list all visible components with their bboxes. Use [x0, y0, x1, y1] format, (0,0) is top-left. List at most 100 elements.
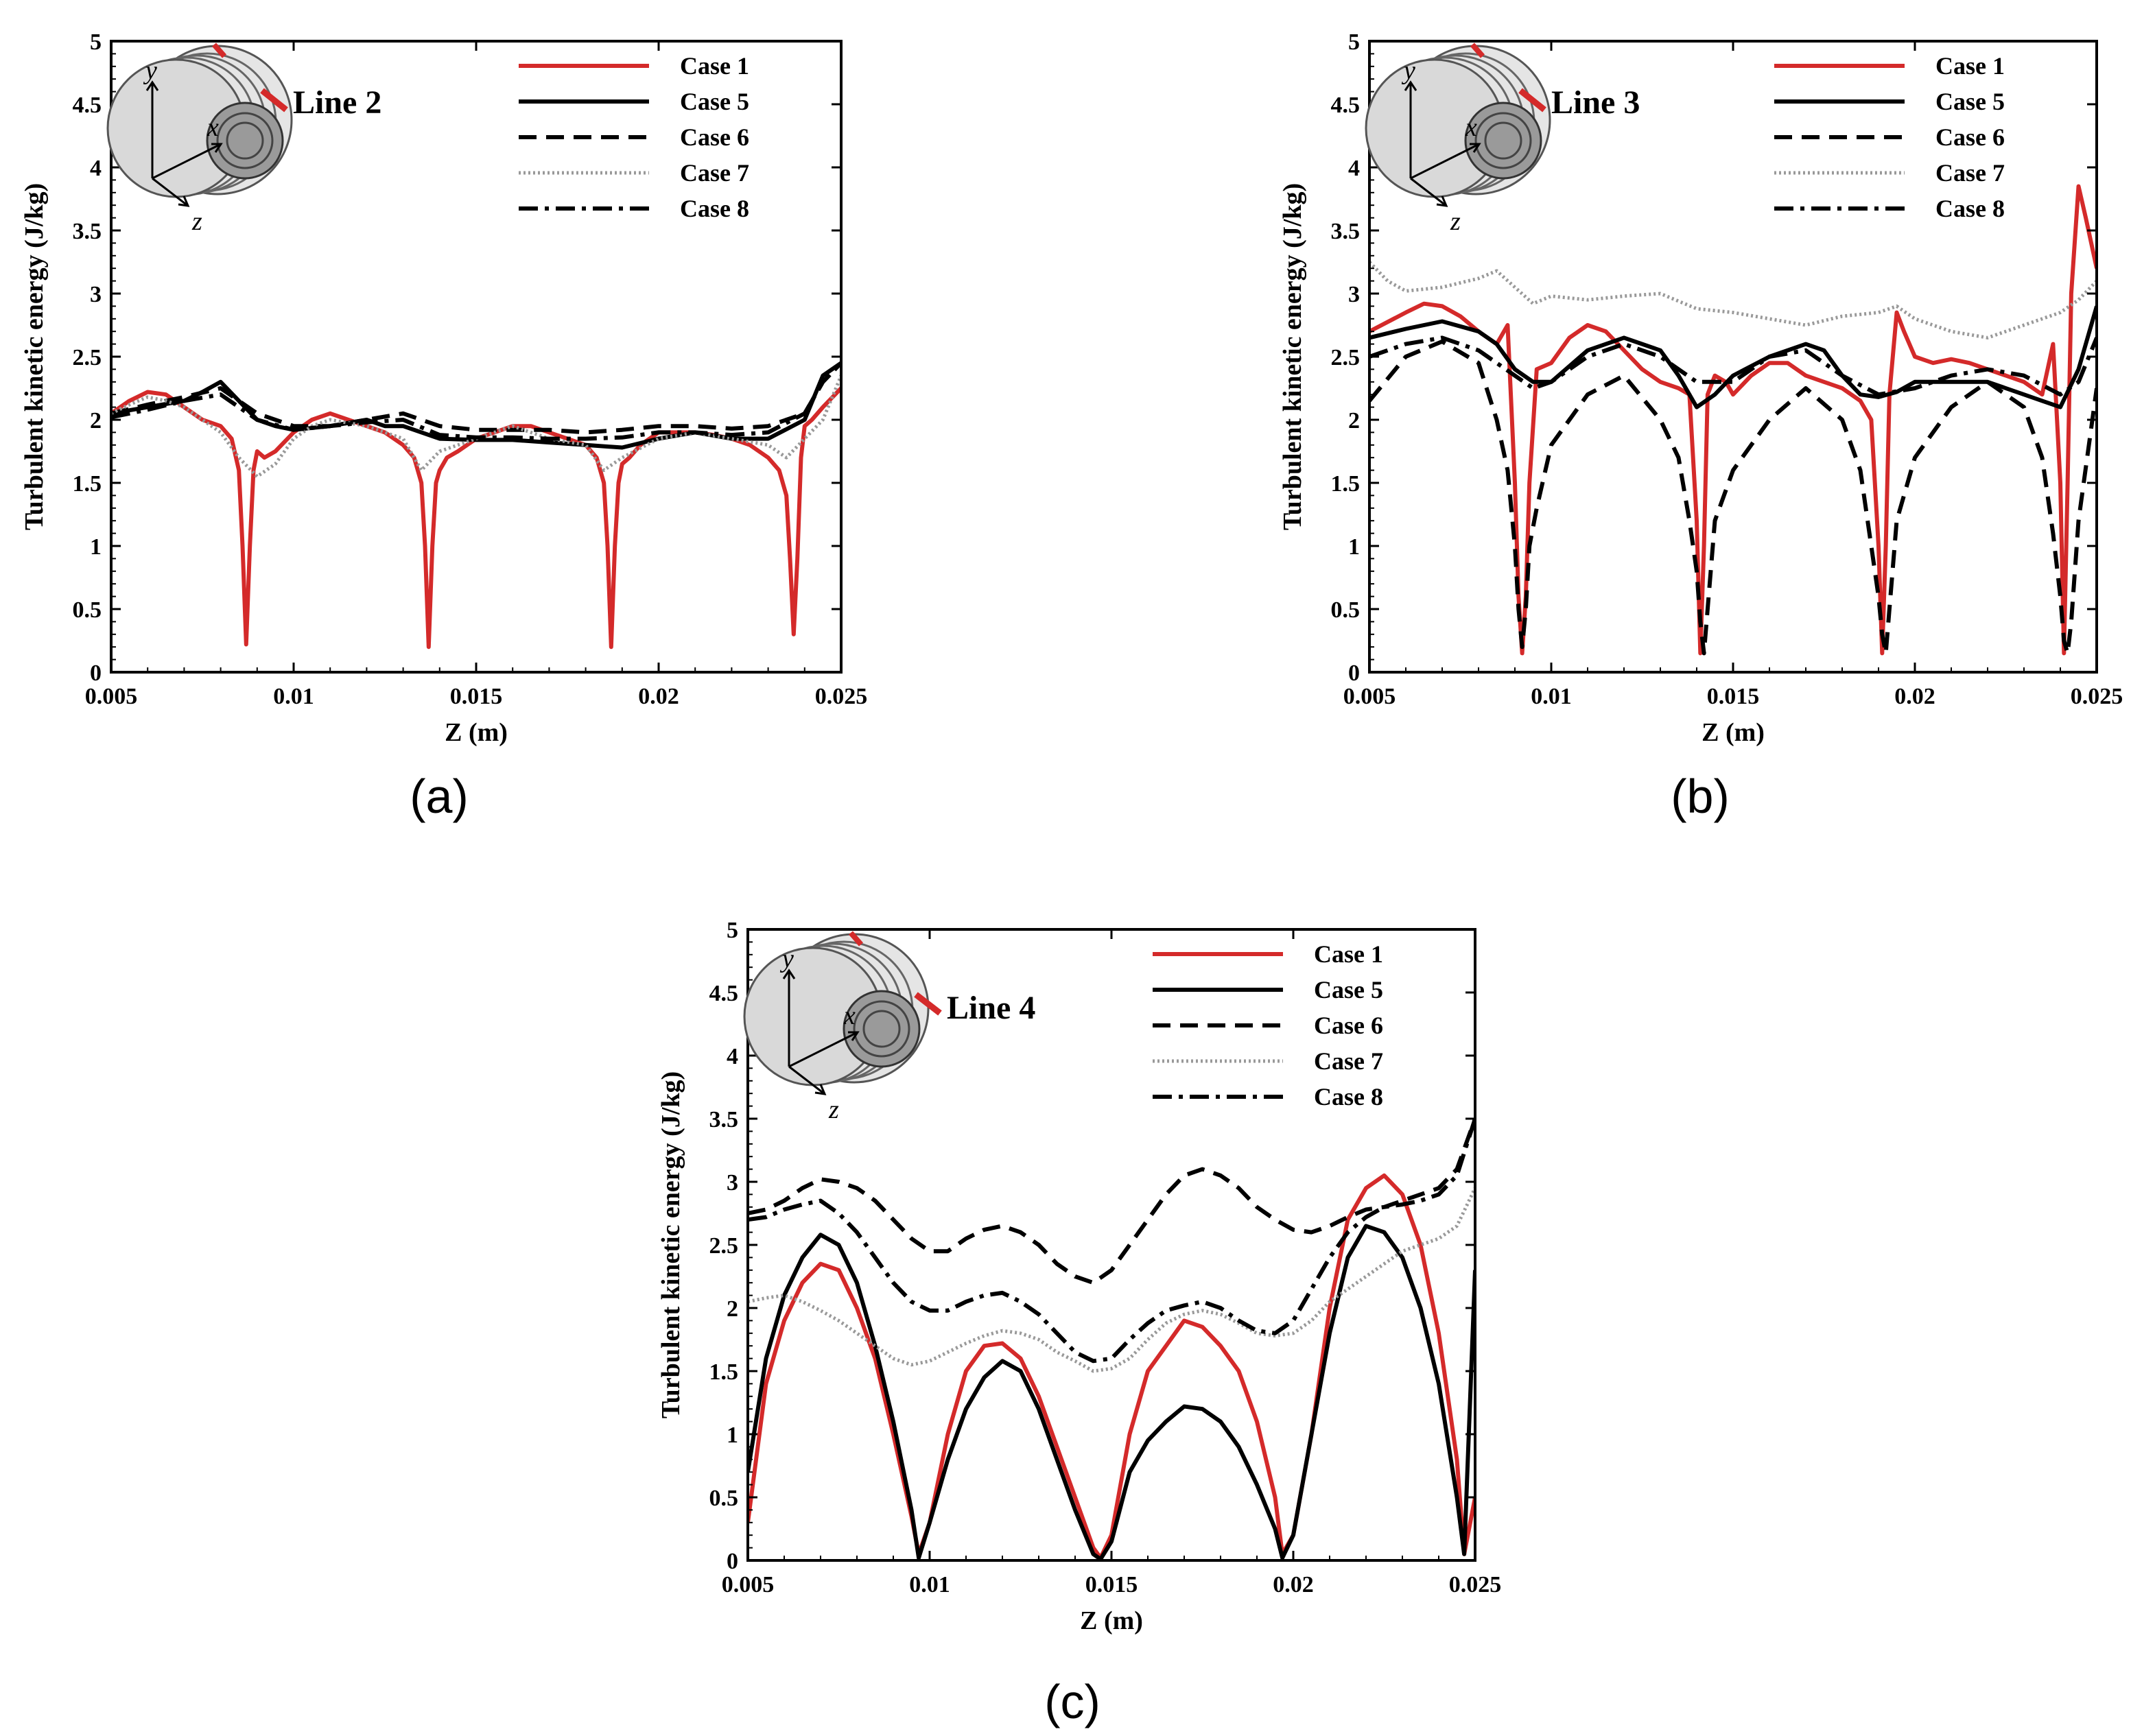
y-tick-label: 3: [90, 282, 102, 307]
series-line-case-7: [1369, 261, 2097, 340]
series-line-case-5: [111, 361, 841, 450]
y-tick-label: 3: [1348, 282, 1360, 307]
x-tick-label: 0.005: [1343, 684, 1396, 709]
chart-panel-b: 0 0.5 1 1.5 2 2.5 3 3.5 4 4.5 5 0.005 0.01 0.015 0.02 0…: [1278, 29, 2123, 747]
axis-letter-y: y: [1401, 56, 1415, 85]
y-tick-label: 2: [1348, 408, 1360, 433]
y-tick-label: 5: [727, 918, 738, 943]
chart-panel-a: 0 0.5 1 1.5 2 2.5 3 3.5 4 4.5 5 0.005 0.01 0.015 0.02 0…: [20, 29, 867, 747]
series-line-case-7: [748, 1187, 1475, 1373]
y-tick-label: 0.5: [73, 597, 102, 623]
legend: Case 1 Case 5 Case 6 Case 7 Case 8: [1153, 940, 1383, 1110]
y-tick-label: 4: [90, 156, 102, 181]
legend-label: Case 6: [1314, 1012, 1383, 1039]
panel-b: Line 3 y x z: [1365, 43, 1640, 236]
series-line-case-8: [111, 361, 841, 441]
y-tick-label: 3.5: [709, 1107, 739, 1132]
legend-label: Case 8: [1935, 195, 2005, 222]
y-tick-label: 4.5: [73, 93, 102, 118]
series-line-case-6: [748, 1117, 1475, 1285]
y-tick-label: 1.5: [709, 1359, 739, 1385]
y-axis-title: Turbulent kinetic energy (J/kg): [1278, 183, 1307, 530]
x-tick-label: 0.025: [1449, 1572, 1502, 1597]
probe-line-marker: [1518, 88, 1546, 112]
legend-label: Case 5: [680, 88, 749, 115]
y-tick-label: 2.5: [73, 345, 102, 370]
y-tick-label: 5: [1348, 29, 1360, 55]
legend-label: Case 5: [1935, 88, 2005, 115]
x-tick-label: 0.02: [1894, 684, 1935, 709]
y-tick-label: 0: [727, 1549, 738, 1574]
x-tick-label: 0.01: [909, 1572, 950, 1597]
y-tick-label: 2: [727, 1296, 738, 1322]
legend-label: Case 1: [680, 52, 749, 80]
x-tick-label: 0.02: [638, 684, 679, 709]
legend-label: Case 7: [1314, 1047, 1383, 1075]
y-axis-title: Turbulent kinetic energy (J/kg): [20, 183, 49, 530]
series-group: [111, 361, 841, 650]
inset-line-label: Line 3: [1551, 84, 1640, 121]
y-tick-label: 0.5: [1331, 597, 1361, 623]
x-tick-label: 0.01: [1531, 684, 1572, 709]
y-tick-label: 5: [90, 29, 102, 55]
y-tick-label: 2: [90, 408, 102, 433]
panel-caption: (a): [410, 770, 469, 823]
probe-line-marker: [260, 88, 288, 112]
y-tick-label: 1: [1348, 534, 1360, 560]
y-tick-label: 4: [1348, 156, 1360, 181]
series-group: [748, 1117, 1475, 1560]
inset-diagram: Line 4 y x z: [743, 931, 1035, 1124]
legend-label: Case 6: [680, 123, 749, 151]
helical-tube-icon: [743, 931, 930, 1086]
inset-diagram: Line 2 y x z: [106, 43, 381, 236]
chart-panel-c: 0 0.5 1 1.5 2 2.5 3 3.5 4 4.5 5 0.005 0.01 0.015 0.02 0…: [657, 918, 1501, 1635]
legend-label: Case 8: [1314, 1083, 1383, 1110]
series-group: [1369, 184, 2097, 656]
axis-letter-y: y: [779, 944, 794, 973]
y-tick-label: 0.5: [709, 1486, 739, 1511]
coordinate-axes-icon: [782, 968, 860, 1095]
coordinate-axes-icon: [1404, 80, 1481, 207]
x-tick-label: 0.025: [2071, 684, 2123, 709]
y-tick-label: 4.5: [1331, 93, 1361, 118]
legend-label: Case 7: [1935, 159, 2005, 187]
inset-line-label: Line 4: [947, 990, 1035, 1026]
y-tick-label: 1.5: [1331, 471, 1361, 497]
y-tick-label: 2.5: [709, 1233, 739, 1259]
y-tick-label: 1: [90, 534, 102, 560]
series-line-case-5: [748, 1224, 1475, 1560]
legend-label: Case 1: [1314, 940, 1383, 968]
y-tick-label: 3: [727, 1170, 738, 1196]
series-line-case-6: [111, 361, 841, 435]
y-tick-label: 0: [90, 661, 102, 686]
legend-label: Case 5: [1314, 976, 1383, 1003]
panel-a: Line 2 y x z: [106, 43, 381, 236]
y-tick-label: 1.5: [73, 471, 102, 497]
axis-letter-z: z: [1450, 207, 1461, 236]
x-axis-title: Z (m): [1080, 1606, 1143, 1635]
x-axis-title: Z (m): [1702, 718, 1765, 747]
series-line-case-1: [1369, 184, 2097, 656]
legend-label: Case 1: [1935, 52, 2005, 80]
series-line-case-6: [1369, 339, 2097, 656]
panel-caption: (b): [1671, 770, 1730, 823]
legend-label: Case 6: [1935, 123, 2005, 151]
x-tick-label: 0.005: [722, 1572, 775, 1597]
x-tick-label: 0.015: [450, 684, 503, 709]
axis-letter-y: y: [143, 56, 157, 85]
x-tick-label: 0.025: [815, 684, 868, 709]
panel-c: Line 4 y x z: [743, 931, 1035, 1124]
legend-label: Case 7: [680, 159, 749, 187]
y-tick-label: 4: [727, 1044, 738, 1069]
axis-letter-z: z: [828, 1095, 839, 1124]
axis-letter-z: z: [191, 207, 202, 236]
axis-letter-x: x: [843, 1001, 856, 1030]
x-tick-label: 0.01: [273, 684, 314, 709]
panel-caption: (c): [1044, 1675, 1100, 1728]
probe-line-marker: [914, 992, 942, 1016]
y-tick-label: 2.5: [1331, 345, 1361, 370]
x-axis-title: Z (m): [445, 718, 508, 747]
helical-tube-icon: [1365, 43, 1551, 198]
x-tick-label: 0.005: [85, 684, 138, 709]
